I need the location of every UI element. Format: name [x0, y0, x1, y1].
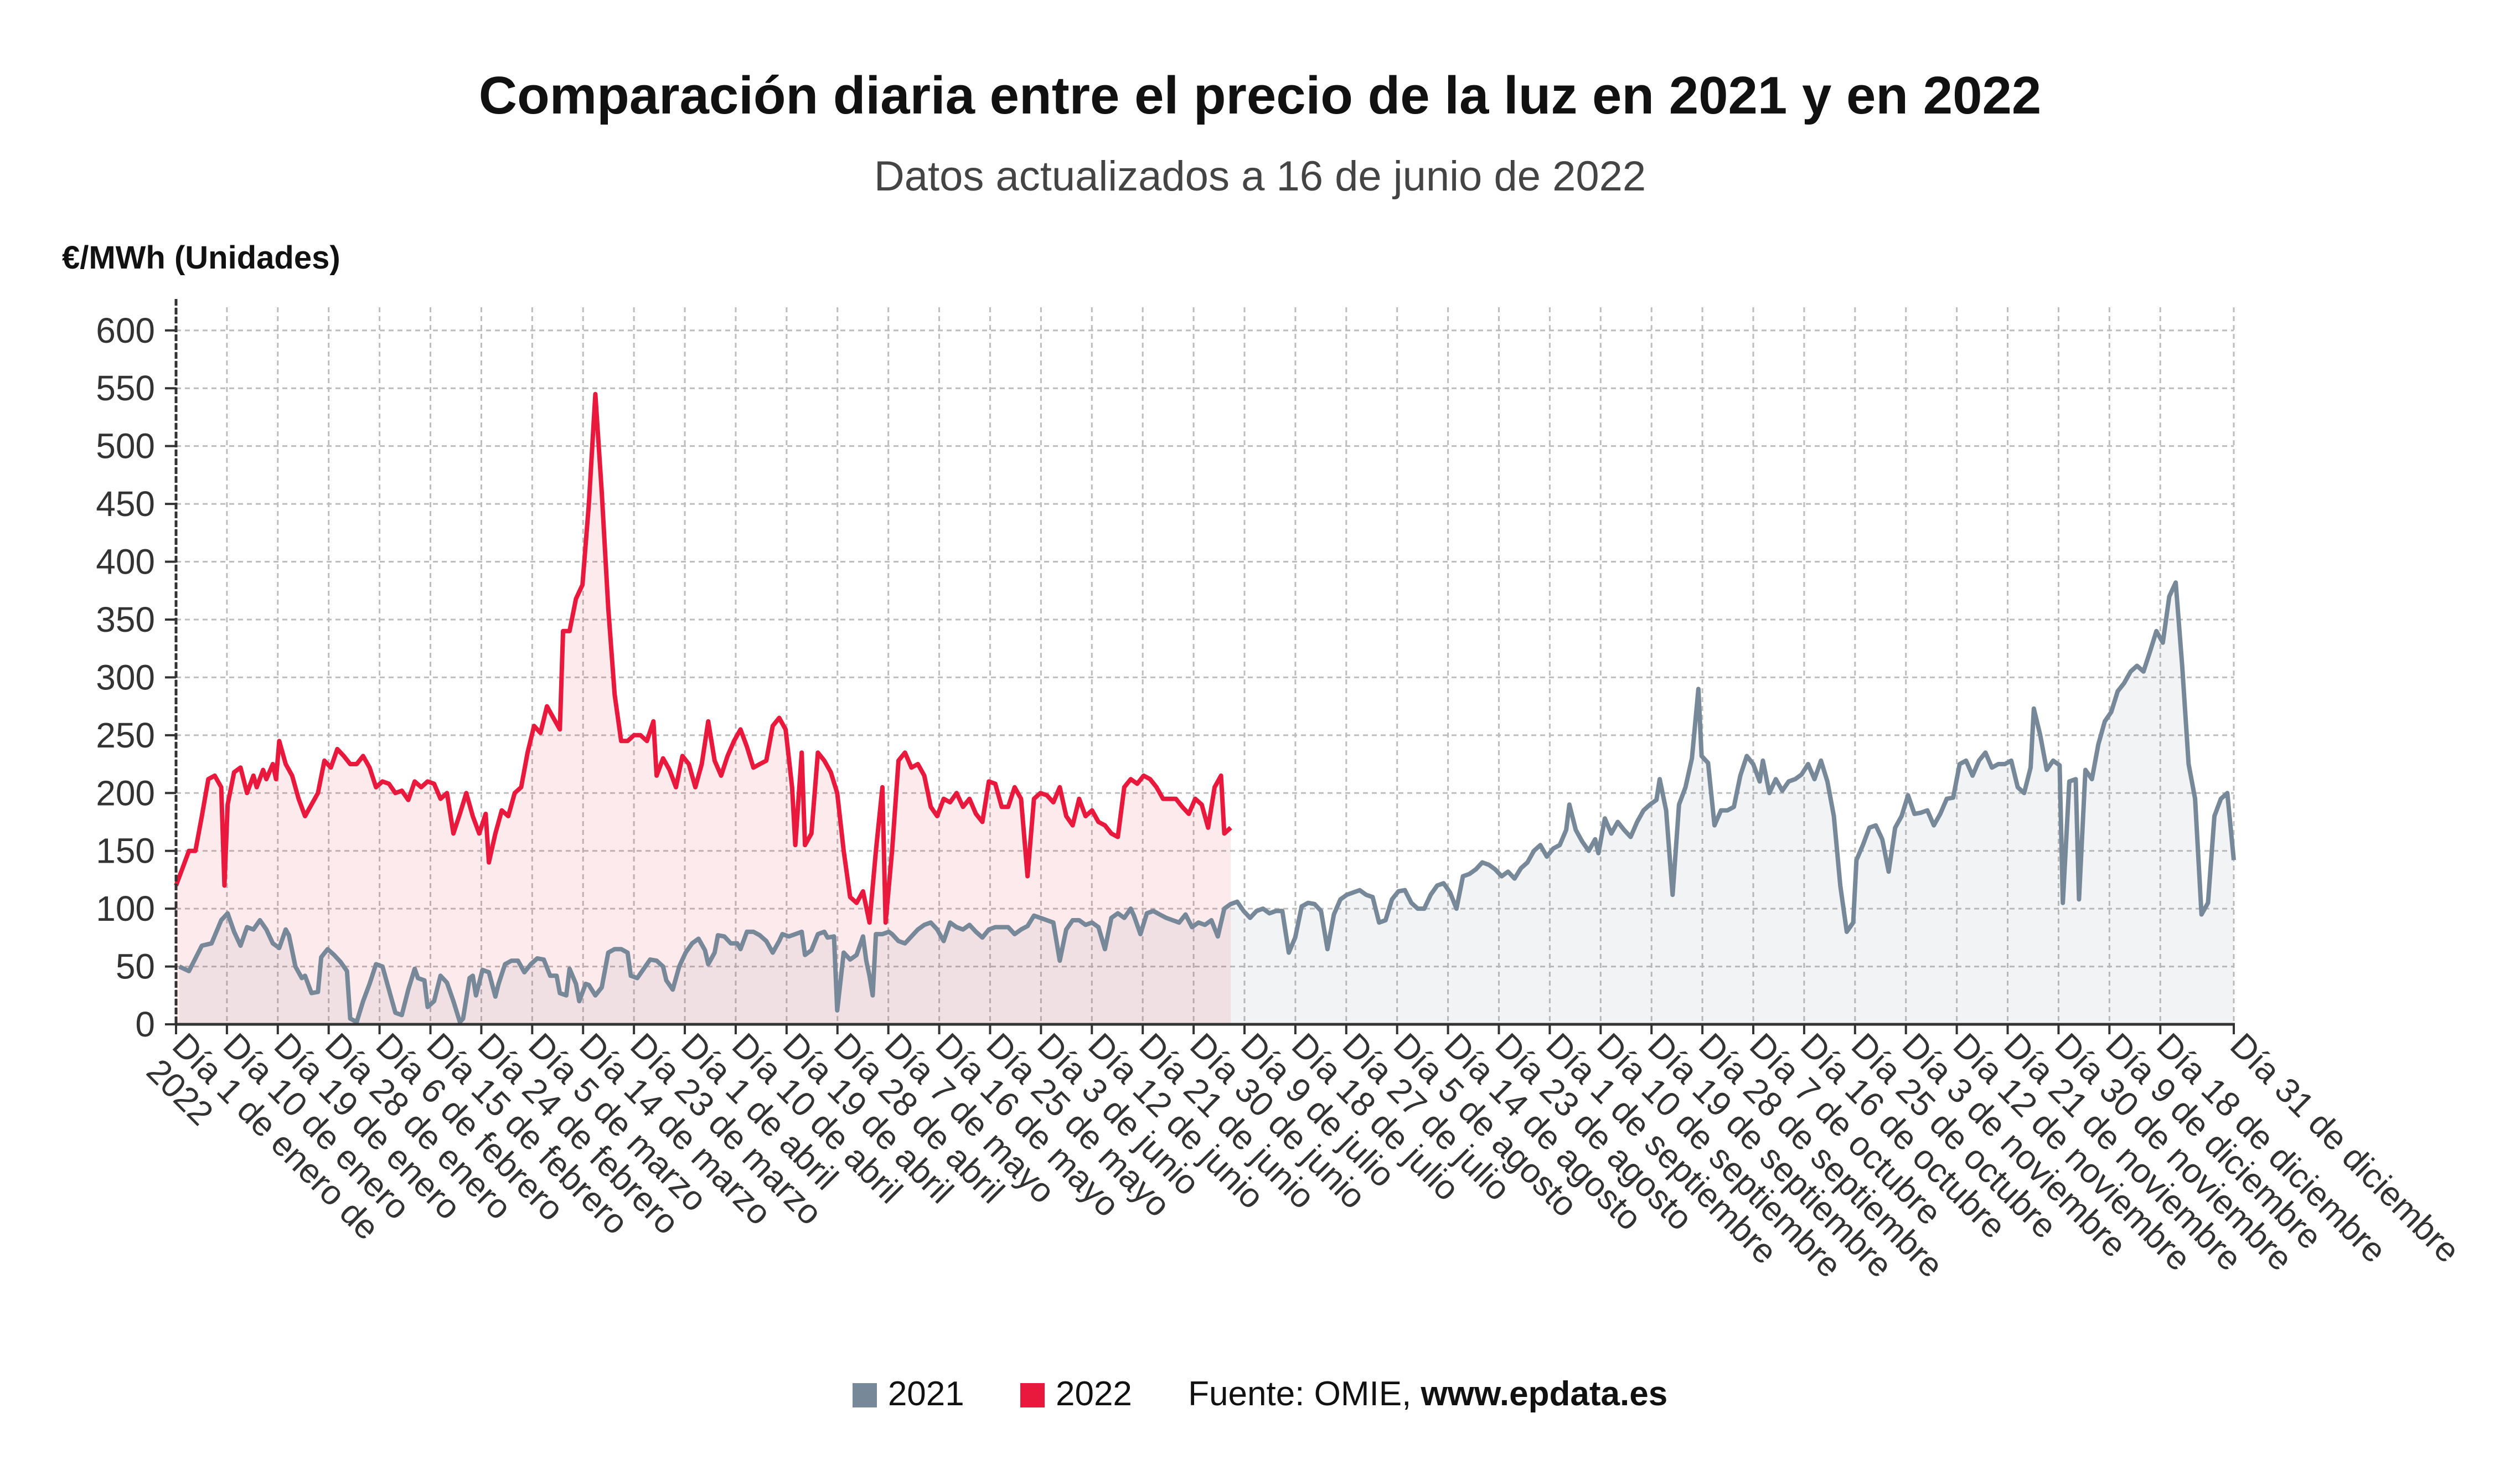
- y-tick-label: 550: [96, 368, 155, 408]
- axes: [174, 299, 2235, 1026]
- y-axis-unit-label: €/MWh (Unidades): [62, 240, 340, 276]
- y-tick-label: 100: [96, 889, 155, 929]
- source-name: Fuente: OMIE,: [1188, 1375, 1412, 1414]
- y-tick-label: 50: [116, 947, 155, 987]
- y-tick-label: 200: [96, 773, 155, 813]
- legend-label-2022: 2022: [1055, 1375, 1132, 1414]
- y-tick-label: 300: [96, 657, 155, 697]
- y-axis-ticks: 0 50 100 150 200 250 300 350 400 450 500 550 600: [96, 311, 176, 1044]
- chart-title: Comparación diaria entre el precio de la…: [478, 66, 2042, 125]
- chart-subtitle: Datos actualizados a 16 de junio de 2022: [874, 153, 1646, 200]
- legend: 2021 2022 Fuente: OMIE, www.epdata.es: [0, 1372, 2520, 1414]
- legend-item-2022: 2022: [1020, 1374, 1132, 1414]
- legend-item-2021: 2021: [852, 1374, 964, 1414]
- source-credit: Fuente: OMIE, www.epdata.es: [1188, 1374, 1667, 1414]
- y-tick-label: 150: [96, 831, 155, 871]
- y-tick-label: 500: [96, 426, 155, 466]
- source-link[interactable]: www.epdata.es: [1421, 1375, 1668, 1414]
- y-tick-label: 250: [96, 715, 155, 755]
- series-area-2021: [179, 582, 2234, 1024]
- legend-swatch-2022: [1020, 1383, 1045, 1408]
- series-line-2021: [178, 580, 2236, 1024]
- series-area-2022: [176, 394, 1231, 1025]
- legend-swatch-2021: [852, 1383, 877, 1408]
- series-line-2022: [174, 391, 1232, 925]
- series-areas: [176, 394, 2234, 1025]
- y-tick-label: 350: [96, 600, 155, 640]
- y-tick-label: 0: [135, 1004, 155, 1044]
- y-tick-label: 400: [96, 542, 155, 582]
- series-lines: [174, 391, 2236, 1024]
- y-tick-label: 450: [96, 484, 155, 524]
- y-tick-label: 600: [96, 311, 155, 350]
- legend-label-2021: 2021: [887, 1375, 964, 1414]
